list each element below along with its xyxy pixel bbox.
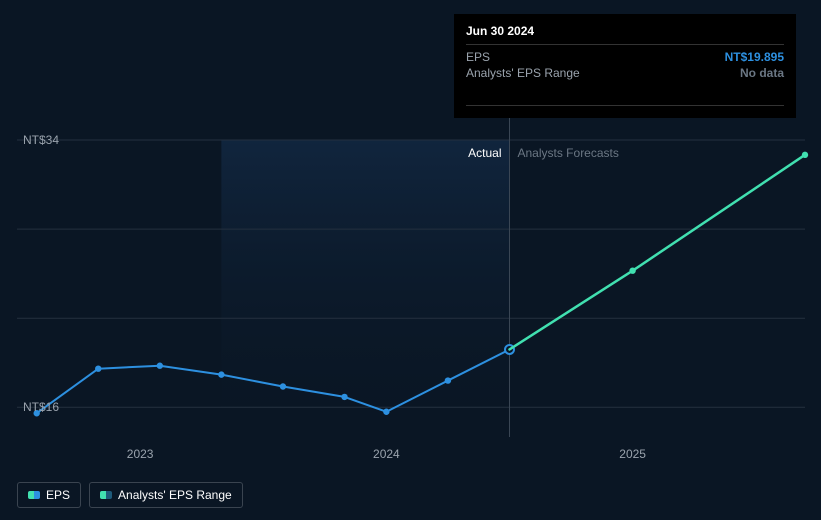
forecast-series-line (510, 155, 806, 350)
actual-point[interactable] (157, 363, 163, 369)
legend-item[interactable]: Analysts' EPS Range (89, 482, 243, 508)
actual-point[interactable] (280, 383, 286, 389)
forecast-region-label: Analysts Forecasts (518, 146, 619, 160)
actual-region-label: Actual (468, 146, 501, 160)
x-tick-label: 2025 (619, 447, 646, 461)
tooltip-row-key: Analysts' EPS Range (466, 66, 580, 80)
actual-point[interactable] (95, 365, 101, 371)
legend-swatch (28, 491, 40, 499)
tooltip-row-key: EPS (466, 50, 490, 64)
tooltip-row-value: NT$19.895 (725, 50, 784, 64)
chart-tooltip: Jun 30 2024 EPSNT$19.895Analysts' EPS Ra… (454, 14, 796, 118)
actual-point[interactable] (341, 394, 347, 400)
tooltip-row: EPS NT$19.895 (466, 49, 784, 65)
eps-chart: Actual Analysts Forecasts NT$34 NT$16 202… (0, 0, 821, 520)
tooltip-row: Analysts' EPS Range No data (466, 65, 784, 81)
actual-point[interactable] (218, 371, 224, 377)
actual-gradient-region (221, 140, 509, 437)
legend-label: EPS (46, 488, 70, 502)
legend-label: Analysts' EPS Range (118, 488, 232, 502)
x-tick-label: 2024 (373, 447, 400, 461)
legend-swatch (100, 491, 112, 499)
tooltip-date: Jun 30 2024 (466, 24, 784, 45)
forecast-point[interactable] (629, 267, 635, 273)
y-tick-label: NT$16 (23, 400, 59, 414)
x-tick-label: 2023 (127, 447, 154, 461)
tooltip-row-value: No data (740, 66, 784, 80)
y-tick-label: NT$34 (23, 133, 59, 147)
actual-point[interactable] (383, 409, 389, 415)
forecast-point[interactable] (802, 152, 808, 158)
chart-legend: EPS Analysts' EPS Range (17, 482, 243, 508)
actual-point[interactable] (445, 377, 451, 383)
legend-item[interactable]: EPS (17, 482, 81, 508)
